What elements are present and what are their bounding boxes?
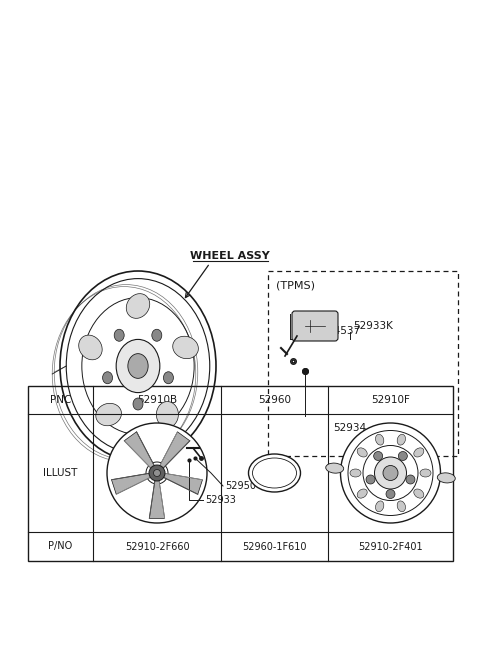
Ellipse shape [126, 294, 150, 318]
Polygon shape [163, 473, 203, 495]
Ellipse shape [437, 473, 455, 483]
Text: 52960: 52960 [258, 395, 291, 405]
Polygon shape [124, 432, 155, 468]
Ellipse shape [133, 398, 143, 410]
Ellipse shape [163, 372, 173, 384]
Ellipse shape [107, 423, 207, 523]
Ellipse shape [406, 475, 415, 484]
Ellipse shape [326, 463, 344, 473]
Ellipse shape [375, 434, 384, 445]
Text: 52910-2F401: 52910-2F401 [358, 541, 423, 552]
Ellipse shape [414, 489, 424, 498]
Ellipse shape [397, 501, 406, 512]
Ellipse shape [357, 448, 367, 457]
Text: 52910F: 52910F [371, 395, 410, 405]
Polygon shape [111, 473, 151, 495]
Ellipse shape [373, 451, 383, 461]
Text: 52910B: 52910B [137, 395, 177, 405]
Ellipse shape [397, 434, 406, 445]
Text: 52910-2F660: 52910-2F660 [125, 541, 189, 552]
Ellipse shape [420, 469, 431, 477]
Text: ILLUST: ILLUST [43, 468, 78, 478]
Ellipse shape [114, 329, 124, 341]
Text: PNC: PNC [50, 395, 71, 405]
Ellipse shape [414, 448, 424, 457]
Ellipse shape [357, 489, 367, 498]
Text: (TPMS): (TPMS) [276, 281, 315, 291]
Text: 52934: 52934 [333, 423, 366, 433]
Text: 52933: 52933 [205, 495, 236, 505]
FancyBboxPatch shape [292, 311, 338, 341]
Ellipse shape [386, 489, 395, 499]
Polygon shape [149, 480, 165, 518]
Ellipse shape [149, 465, 165, 481]
Ellipse shape [116, 339, 160, 392]
Ellipse shape [152, 329, 162, 341]
Ellipse shape [350, 469, 361, 477]
Text: P/NO: P/NO [48, 541, 72, 552]
Ellipse shape [96, 403, 121, 426]
Ellipse shape [173, 337, 198, 359]
Ellipse shape [128, 354, 148, 379]
Ellipse shape [249, 454, 300, 492]
Text: 52950: 52950 [225, 481, 256, 491]
Ellipse shape [340, 423, 441, 523]
Ellipse shape [79, 335, 102, 359]
Text: WHEEL ASSY: WHEEL ASSY [190, 251, 270, 261]
Ellipse shape [383, 466, 398, 480]
Ellipse shape [103, 372, 113, 384]
Text: KIA: KIA [264, 468, 285, 478]
Polygon shape [159, 432, 190, 468]
Ellipse shape [374, 457, 407, 489]
Text: 52960-1F610: 52960-1F610 [242, 541, 307, 552]
Ellipse shape [375, 501, 384, 512]
Text: 24537: 24537 [327, 326, 360, 336]
Ellipse shape [156, 401, 179, 428]
Text: 52933K: 52933K [353, 321, 393, 331]
Ellipse shape [398, 451, 408, 461]
Bar [28, 386, 453, 561]
Ellipse shape [154, 470, 160, 476]
Ellipse shape [366, 475, 375, 484]
Bar [268, 271, 458, 456]
